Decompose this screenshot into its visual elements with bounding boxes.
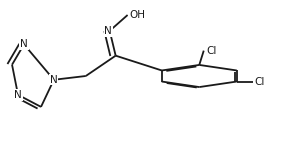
Text: N: N [14, 90, 22, 100]
Text: N: N [50, 75, 58, 85]
Text: Cl: Cl [207, 46, 217, 56]
Text: OH: OH [129, 10, 145, 20]
Text: N: N [104, 26, 112, 36]
Text: N: N [20, 39, 28, 49]
Text: Cl: Cl [255, 77, 265, 86]
